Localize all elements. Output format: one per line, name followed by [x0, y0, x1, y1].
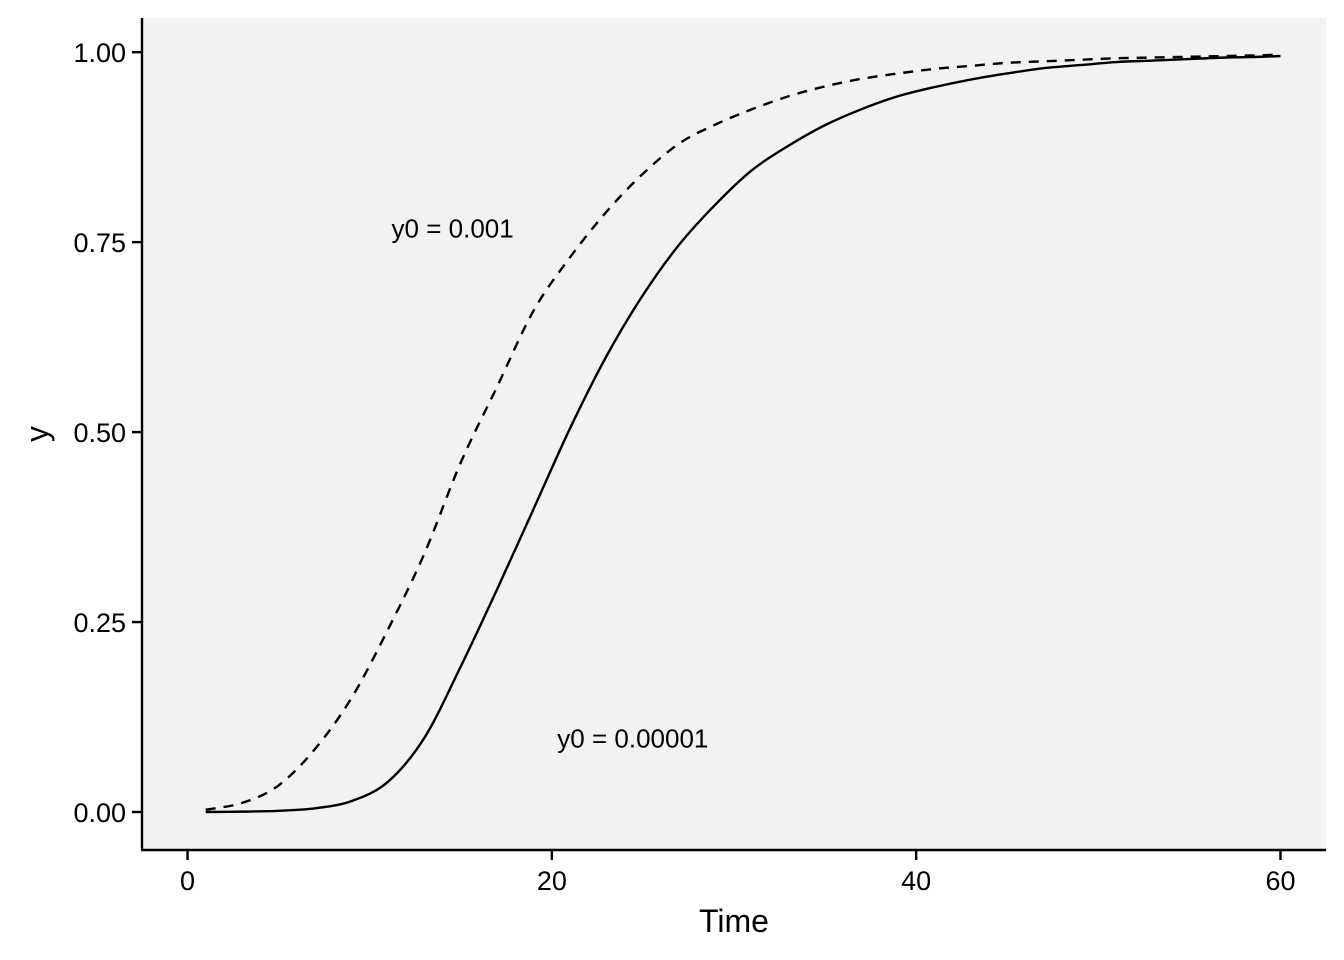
series-line-solid: [205, 54, 1281, 814]
y-tick-label: 0.25: [73, 608, 126, 638]
series-line-dashed: [205, 53, 1281, 811]
y-axis-title: y: [19, 426, 55, 442]
annotations: y0 = 0.001 y0 = 0.00001: [392, 213, 709, 753]
y-tick-label: 0.50: [73, 418, 126, 448]
x-axis-ticks: 0 20 40 60: [180, 850, 1295, 896]
plot-panel: [142, 18, 1326, 850]
x-tick-label: 40: [901, 866, 931, 896]
x-tick-label: 0: [180, 866, 195, 896]
annotation-label: y0 = 0.00001: [557, 723, 708, 753]
x-axis-title: Time: [699, 903, 769, 939]
y-axis-ticks: 0.00 0.25 0.50 0.75 1.00: [73, 38, 142, 828]
y-tick-label: 0.00: [73, 798, 126, 828]
y-tick-label: 1.00: [73, 38, 126, 68]
x-tick-label: 60: [1265, 866, 1295, 896]
x-tick-label: 20: [537, 866, 567, 896]
series-lines: [205, 53, 1281, 814]
annotation-label: y0 = 0.001: [392, 213, 514, 243]
y-tick-label: 0.75: [73, 228, 126, 258]
